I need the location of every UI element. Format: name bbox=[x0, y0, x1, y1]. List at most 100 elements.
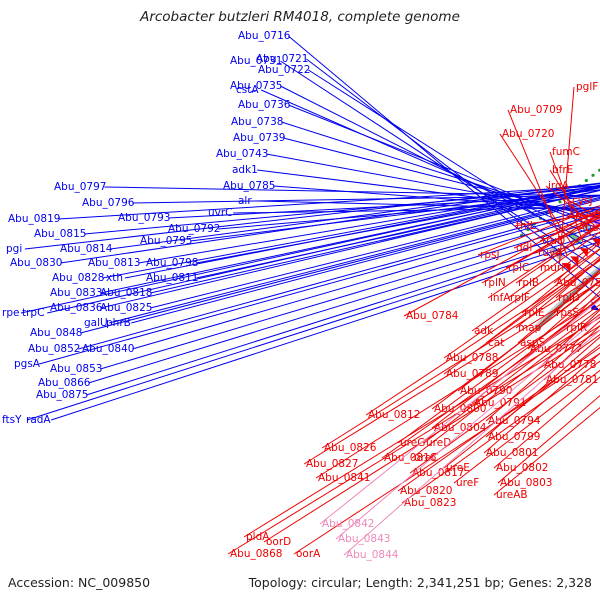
gene-label-minus[interactable]: Abu_0792 bbox=[168, 223, 220, 235]
gene-label-plus[interactable]: oorD bbox=[266, 536, 291, 548]
gene-label-plus[interactable]: Abu_0826 bbox=[324, 442, 377, 454]
label-leader-plus bbox=[485, 336, 600, 438]
label-leader-minus bbox=[47, 187, 600, 314]
gene-label-minus[interactable]: cstA bbox=[236, 84, 259, 96]
label-leader-minus bbox=[24, 182, 600, 250]
label-leader-rna bbox=[343, 329, 600, 556]
gc-dot bbox=[584, 178, 588, 183]
gene-label-plus[interactable]: Abu_0812 bbox=[368, 409, 420, 421]
gene-label-minus[interactable]: Abu_0797 bbox=[54, 181, 106, 193]
gene-label-minus[interactable]: Abu_0853 bbox=[50, 363, 102, 375]
gene-label-minus[interactable]: ftsY bbox=[2, 414, 22, 426]
label-leader-plus bbox=[443, 248, 600, 359]
gene-label-plus[interactable]: ureC bbox=[414, 452, 439, 464]
gene-label-minus[interactable]: galU bbox=[84, 317, 108, 329]
gene-label-plus[interactable]: Abu_0868 bbox=[230, 548, 282, 560]
gene-label-minus[interactable]: Abu_0721 bbox=[256, 53, 308, 65]
label-leader-minus bbox=[20, 185, 600, 314]
gene-label-plus[interactable]: ureG bbox=[400, 437, 425, 449]
gene-label-minus[interactable]: Abu_0795 bbox=[140, 235, 192, 247]
gene-label-minus[interactable]: rpe bbox=[2, 307, 19, 319]
gene-label-plus[interactable]: rplC bbox=[508, 262, 529, 274]
gene-label-plus[interactable]: rpsJ bbox=[480, 249, 500, 261]
gene-label-minus[interactable]: Abu_0825 bbox=[100, 302, 152, 314]
gene-label-minus[interactable]: Abu_0813 bbox=[88, 257, 140, 269]
gene-label-plus[interactable]: Abu_0820 bbox=[400, 485, 452, 497]
label-leader-minus bbox=[138, 185, 600, 264]
gene-label-minus[interactable]: Abu_0866 bbox=[38, 377, 91, 389]
gene-label-plus[interactable]: Abu_0827 bbox=[306, 458, 358, 470]
gene-label-plus[interactable]: Abu_0817 bbox=[412, 467, 464, 479]
label-leader-minus bbox=[257, 169, 600, 214]
rna-label[interactable]: Abu_0844 bbox=[346, 549, 399, 561]
gene-label-minus[interactable]: Abu_0738 bbox=[231, 116, 283, 128]
label-leader-minus bbox=[132, 194, 600, 204]
gene-label-minus[interactable]: Abu_0722 bbox=[258, 64, 310, 76]
gene-label-minus[interactable]: Abu_0735 bbox=[230, 80, 282, 92]
label-leader-minus bbox=[109, 196, 600, 324]
gene-label-plus[interactable]: pglF bbox=[576, 81, 598, 93]
gene-label-minus[interactable]: Abu_0796 bbox=[82, 197, 135, 209]
gene-label-plus[interactable]: ruvA bbox=[538, 247, 563, 259]
gene-label-plus[interactable]: Abu_0784 bbox=[406, 310, 459, 322]
gene-label-plus[interactable]: Abu_0816 bbox=[384, 452, 437, 464]
gene-label-plus[interactable]: Abu_0709 bbox=[510, 104, 562, 116]
gene-label-plus[interactable]: fumC bbox=[552, 146, 580, 158]
gene-label-minus[interactable]: Abu_0828 bbox=[52, 272, 104, 284]
gene-label-plus[interactable]: ureD bbox=[426, 437, 451, 449]
gene-label-minus[interactable]: adk1 bbox=[232, 164, 258, 176]
gene-label-plus[interactable]: Abu_0789 bbox=[446, 368, 498, 380]
label-leader-minus bbox=[110, 183, 600, 250]
gene-label-plus[interactable]: oorA bbox=[296, 548, 321, 560]
label-leader-plus bbox=[521, 248, 600, 314]
gene-label-plus[interactable]: irgA bbox=[548, 180, 570, 192]
gene-label-minus[interactable]: Abu_0814 bbox=[60, 243, 113, 255]
gene-label-plus[interactable]: ureE bbox=[446, 462, 470, 474]
label-leader-plus bbox=[397, 346, 600, 492]
gene-label-minus[interactable]: Abu_0848 bbox=[30, 327, 82, 339]
gene-label-plus[interactable]: thiL bbox=[516, 220, 536, 232]
gene-label-minus[interactable]: Abu_0731 bbox=[230, 55, 282, 67]
gene-label-plus[interactable]: infA bbox=[490, 292, 511, 304]
gene-label-plus[interactable]: ureAB bbox=[496, 489, 528, 501]
gene-label-minus[interactable]: pgi bbox=[6, 243, 22, 255]
gene-label-minus[interactable]: Abu_0833 bbox=[50, 287, 102, 299]
label-leader-plus bbox=[563, 290, 600, 329]
gene-label-minus[interactable]: Abu_0830 bbox=[10, 257, 62, 269]
gene-label-minus[interactable]: Abu_0840 bbox=[82, 343, 134, 355]
gene-label-plus[interactable]: rplN bbox=[484, 277, 506, 289]
gene-label-minus[interactable]: Abu_0743 bbox=[216, 148, 268, 160]
gene-label-plus[interactable]: cat bbox=[488, 337, 504, 349]
gene-label-minus[interactable]: Abu_0716 bbox=[238, 30, 291, 42]
gene-label-plus[interactable]: Abu_0823 bbox=[404, 497, 456, 509]
rna-label[interactable]: Abu_0842 bbox=[322, 518, 374, 530]
gene-label-minus[interactable]: pgsA bbox=[14, 358, 41, 370]
gene-label-minus[interactable]: Abu_0836 bbox=[50, 302, 103, 314]
gene-label-minus[interactable]: xth bbox=[106, 272, 123, 284]
gene-label-plus[interactable]: cysJ bbox=[572, 195, 593, 207]
label-leader-minus bbox=[86, 231, 600, 396]
label-leader-plus bbox=[227, 325, 600, 555]
gene-label-plus[interactable]: Abu_0803 bbox=[500, 477, 552, 489]
gene-label-plus[interactable]: pldA bbox=[246, 531, 270, 543]
gene-label-plus[interactable]: Abu_0800 bbox=[434, 403, 486, 415]
gene-label-plus[interactable]: Abu_0802 bbox=[496, 462, 548, 474]
label-leader-minus bbox=[78, 205, 600, 350]
gene-label-minus[interactable]: Abu_0819 bbox=[8, 213, 60, 225]
gene-label-plus[interactable]: ureF bbox=[456, 477, 479, 489]
gene-label-minus[interactable]: Abu_0739 bbox=[233, 132, 285, 144]
gene-label-minus[interactable]: Abu_0852 bbox=[28, 343, 80, 355]
label-leader-plus bbox=[539, 214, 600, 242]
gene-label-minus[interactable]: Abu_0875 bbox=[36, 389, 88, 401]
label-leader-plus bbox=[517, 272, 600, 344]
gene-label-plus[interactable]: bfrE bbox=[552, 164, 573, 176]
rna-label[interactable]: Abu_0843 bbox=[338, 533, 390, 545]
gene-label-minus[interactable]: radA bbox=[26, 414, 51, 426]
gene-label-minus[interactable]: trpC bbox=[22, 307, 44, 319]
gene-label-minus[interactable]: Abu_0818 bbox=[100, 287, 152, 299]
gene-label-minus[interactable]: Abu_0815 bbox=[34, 228, 86, 240]
gene-label-minus[interactable]: Abu_0736 bbox=[238, 99, 291, 111]
gene-label-minus[interactable]: Abu_0798 bbox=[146, 257, 198, 269]
gene-label-plus[interactable]: murF bbox=[540, 262, 567, 274]
gene-label-plus[interactable]: Abu_0720 bbox=[502, 128, 554, 140]
